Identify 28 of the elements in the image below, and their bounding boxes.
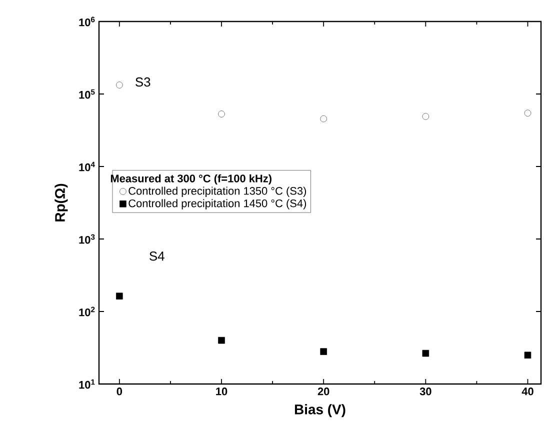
x-tick-label: 10 bbox=[216, 388, 228, 396]
y-tick-label: 10$^{6}$ bbox=[79, 16, 95, 26]
point bbox=[116, 82, 123, 88]
y-tick-label: 10$^{5}$ bbox=[79, 89, 95, 99]
legend-label: Controlled precipitation 1450 °C (S4) bbox=[128, 199, 306, 210]
point bbox=[320, 348, 327, 355]
y-tick-label: 10$^{4}$ bbox=[79, 162, 95, 172]
point bbox=[218, 336, 225, 344]
y-axis-title: Rp(Ω) bbox=[54, 184, 68, 222]
point bbox=[218, 110, 225, 118]
x-tick-label: 0 bbox=[116, 388, 122, 396]
x-tick-label: 40 bbox=[522, 388, 534, 396]
x-tick-label: 20 bbox=[318, 388, 330, 396]
annotation: S3 bbox=[136, 77, 150, 87]
y-tick-label: 10$^{3}$ bbox=[79, 234, 95, 244]
point bbox=[320, 115, 327, 122]
point bbox=[422, 113, 430, 120]
legend-label: Controlled precipitation 1350 °C (S3) bbox=[128, 186, 306, 197]
y-tick-label: 10$^{2}$ bbox=[79, 306, 95, 316]
point bbox=[524, 352, 532, 359]
point bbox=[422, 350, 430, 357]
x-axis-title: Bias (V) bbox=[294, 404, 346, 418]
annotation: S4 bbox=[150, 252, 164, 261]
x-tick-label: 30 bbox=[420, 388, 432, 396]
point bbox=[116, 292, 123, 300]
legend-title: Measured at 300 °C (f=100 kHz) bbox=[110, 174, 272, 185]
point bbox=[524, 110, 532, 117]
y-tick-label: 10$^{1}$ bbox=[79, 379, 95, 389]
